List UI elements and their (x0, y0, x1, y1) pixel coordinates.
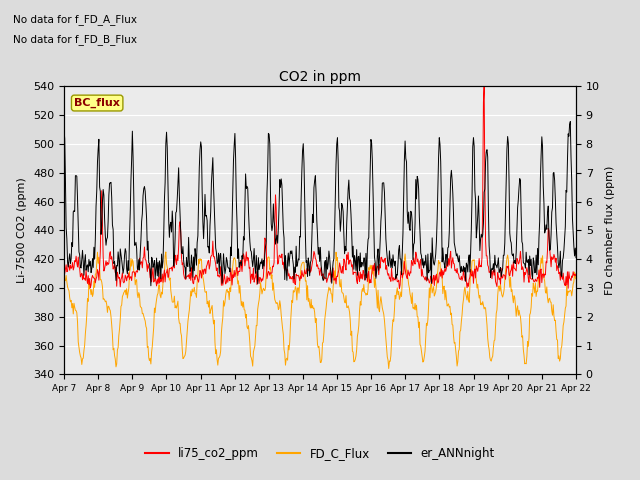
Y-axis label: FD chamber flux (ppm): FD chamber flux (ppm) (605, 166, 615, 295)
Legend: li75_co2_ppm, FD_C_Flux, er_ANNnight: li75_co2_ppm, FD_C_Flux, er_ANNnight (140, 442, 500, 465)
Text: No data for f_FD_A_Flux: No data for f_FD_A_Flux (13, 14, 137, 25)
Text: No data for f_FD_B_Flux: No data for f_FD_B_Flux (13, 34, 137, 45)
Title: CO2 in ppm: CO2 in ppm (279, 70, 361, 84)
Text: BC_flux: BC_flux (74, 98, 120, 108)
Y-axis label: Li-7500 CO2 (ppm): Li-7500 CO2 (ppm) (17, 178, 28, 283)
